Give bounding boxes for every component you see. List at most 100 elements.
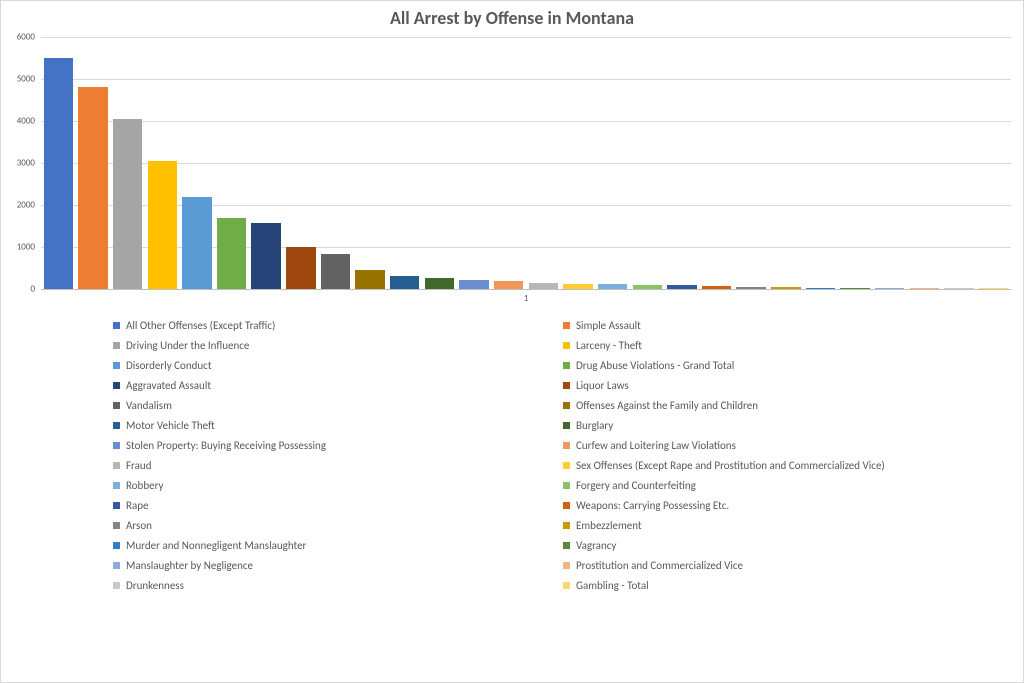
legend-label: Disorderly Conduct: [126, 359, 212, 372]
legend-swatch: [113, 342, 120, 349]
legend-item: Manslaughter by Negligence: [113, 555, 543, 575]
legend-item: Curfew and Loitering Law Violations: [563, 435, 993, 455]
legend-label: Arson: [126, 519, 152, 532]
legend-label: Motor Vehicle Theft: [126, 419, 215, 432]
y-tick-label: 3000: [17, 158, 35, 169]
legend-swatch: [563, 362, 570, 369]
legend-label: Weapons: Carrying Possessing Etc.: [576, 499, 729, 512]
bar: [529, 283, 558, 289]
legend-item: Drug Abuse Violations - Grand Total: [563, 355, 993, 375]
legend-swatch: [113, 582, 120, 589]
bar: [771, 287, 800, 289]
legend-label: Sex Offenses (Except Rape and Prostituti…: [576, 459, 885, 472]
legend-swatch: [113, 382, 120, 389]
bar: [702, 286, 731, 289]
gridline: [41, 79, 1011, 80]
legend-swatch: [113, 562, 120, 569]
legend-swatch: [563, 442, 570, 449]
bar: [633, 285, 662, 289]
gridline: [41, 121, 1011, 122]
bar: [875, 288, 904, 289]
legend-swatch: [563, 502, 570, 509]
legend: All Other Offenses (Except Traffic) Simpl…: [113, 315, 993, 595]
bar: [494, 281, 523, 289]
legend-item: Arson: [113, 515, 543, 535]
bar: [910, 288, 939, 289]
chart-title: All Arrest by Offense in Montana: [1, 7, 1023, 29]
legend-swatch: [563, 522, 570, 529]
legend-item: Vagrancy: [563, 535, 993, 555]
legend-label: Simple Assault: [576, 319, 641, 332]
plot-area: 1 0100020003000400050006000: [41, 37, 1011, 290]
legend-swatch: [563, 402, 570, 409]
chart-container: All Arrest by Offense in Montana 1 01000…: [0, 0, 1024, 683]
legend-swatch: [563, 562, 570, 569]
bar: [459, 280, 488, 289]
legend-swatch: [563, 462, 570, 469]
bar: [217, 218, 246, 289]
legend-item: Burglary: [563, 415, 993, 435]
y-tick-label: 6000: [17, 32, 35, 43]
legend-item: Robbery: [113, 475, 543, 495]
bar: [563, 284, 592, 289]
legend-swatch: [563, 582, 570, 589]
legend-label: Rape: [126, 499, 149, 512]
legend-item: Prostitution and Commercialized Vice: [563, 555, 993, 575]
legend-swatch: [113, 462, 120, 469]
legend-item: Disorderly Conduct: [113, 355, 543, 375]
legend-label: Aggravated Assault: [126, 379, 211, 392]
bar: [251, 223, 280, 289]
bar: [44, 58, 73, 289]
legend-swatch: [563, 542, 570, 549]
legend-swatch: [113, 482, 120, 489]
legend-swatch: [563, 482, 570, 489]
bar: [979, 288, 1008, 289]
legend-swatch: [113, 362, 120, 369]
bar: [148, 161, 177, 289]
legend-item: Sex Offenses (Except Rape and Prostituti…: [563, 455, 993, 475]
legend-item: Aggravated Assault: [113, 375, 543, 395]
legend-item: Gambling - Total: [563, 575, 993, 595]
legend-item: Motor Vehicle Theft: [113, 415, 543, 435]
bar: [667, 285, 696, 289]
legend-swatch: [113, 322, 120, 329]
legend-swatch: [563, 382, 570, 389]
bar: [840, 288, 869, 289]
y-tick-label: 4000: [17, 116, 35, 127]
y-tick-label: 1000: [17, 242, 35, 253]
legend-label: Vagrancy: [576, 539, 616, 552]
legend-label: All Other Offenses (Except Traffic): [126, 319, 275, 332]
x-axis-category-label: 1: [524, 293, 529, 304]
legend-label: Stolen Property: Buying Receiving Posses…: [126, 439, 326, 452]
legend-label: Liquor Laws: [576, 379, 629, 392]
legend-item: Stolen Property: Buying Receiving Posses…: [113, 435, 543, 455]
legend-item: Simple Assault: [563, 315, 993, 335]
bar: [182, 197, 211, 289]
legend-item: Offenses Against the Family and Children: [563, 395, 993, 415]
legend-label: Curfew and Loitering Law Violations: [576, 439, 736, 452]
y-tick-label: 5000: [17, 74, 35, 85]
legend-item: Liquor Laws: [563, 375, 993, 395]
legend-label: Murder and Nonnegligent Manslaughter: [126, 539, 306, 552]
legend-label: Driving Under the Influence: [126, 339, 249, 352]
bar: [390, 276, 419, 289]
legend-item: Forgery and Counterfeiting: [563, 475, 993, 495]
bar: [736, 287, 765, 289]
legend-label: Embezzlement: [576, 519, 642, 532]
legend-swatch: [563, 342, 570, 349]
legend-label: Manslaughter by Negligence: [126, 559, 253, 572]
legend-swatch: [113, 502, 120, 509]
legend-label: Larceny - Theft: [576, 339, 642, 352]
bar: [321, 254, 350, 289]
y-tick-label: 2000: [17, 200, 35, 211]
bar: [113, 119, 142, 289]
legend-swatch: [563, 322, 570, 329]
legend-item: Murder and Nonnegligent Manslaughter: [113, 535, 543, 555]
legend-item: All Other Offenses (Except Traffic): [113, 315, 543, 335]
legend-swatch: [113, 442, 120, 449]
legend-item: Fraud: [113, 455, 543, 475]
legend-label: Fraud: [126, 459, 152, 472]
bar: [806, 288, 835, 289]
bar: [286, 247, 315, 289]
legend-label: Offenses Against the Family and Children: [576, 399, 758, 412]
